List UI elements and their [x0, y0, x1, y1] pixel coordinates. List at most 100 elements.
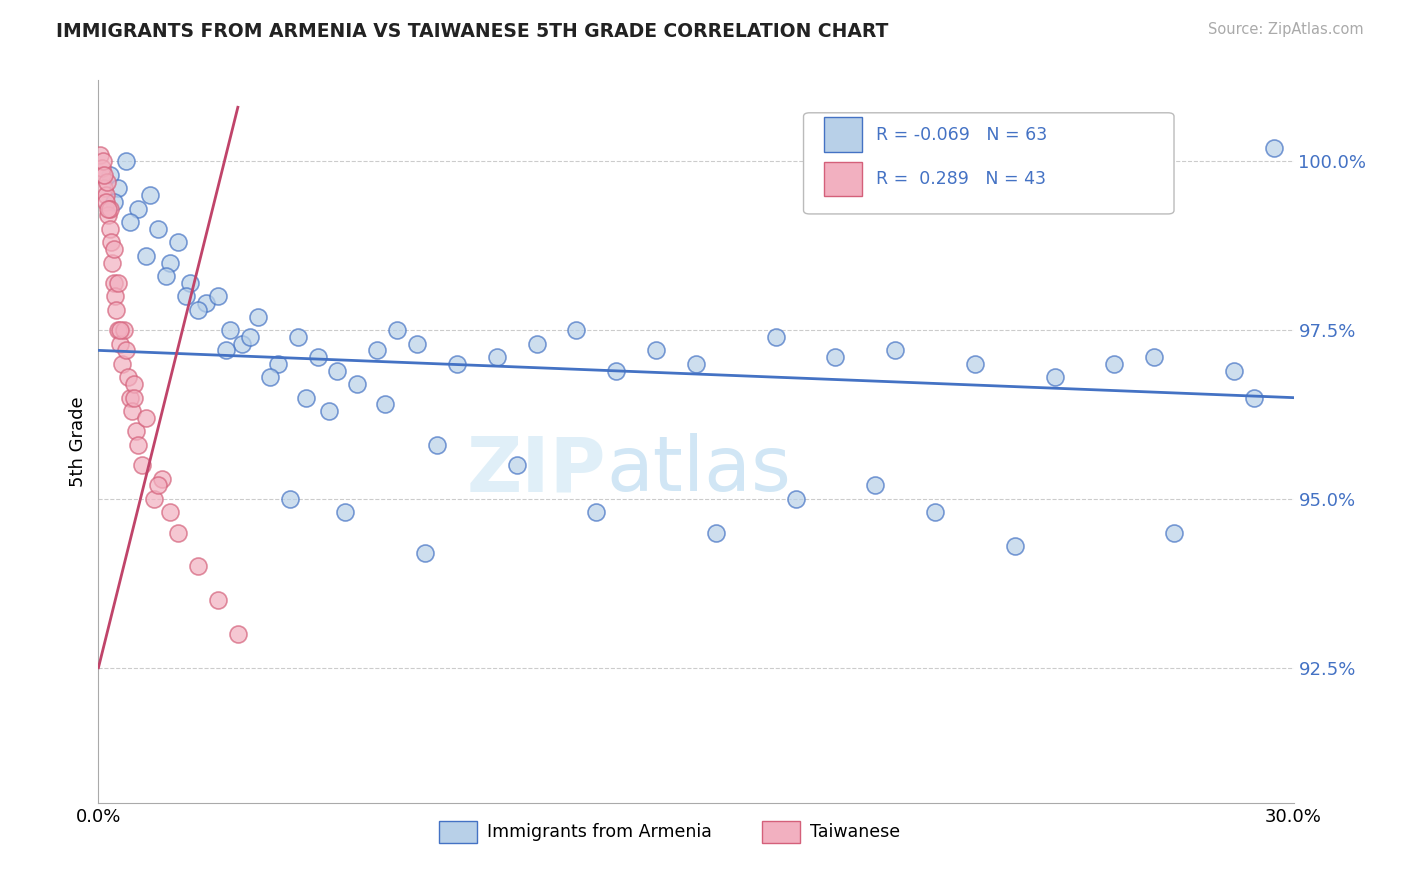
Bar: [824, 161, 862, 196]
Text: Source: ZipAtlas.com: Source: ZipAtlas.com: [1208, 22, 1364, 37]
Point: [485, 350, 508, 364]
Point: [150, 472, 173, 486]
Point: [104, 289, 127, 303]
Point: [326, 364, 349, 378]
Point: [110, 336, 132, 351]
Point: [267, 357, 290, 371]
Point: [219, 323, 242, 337]
Point: [155, 269, 177, 284]
Point: [117, 370, 139, 384]
Point: [385, 323, 409, 337]
Point: [143, 491, 166, 506]
Point: [374, 397, 396, 411]
Point: [207, 289, 229, 303]
Text: R = -0.069   N = 63: R = -0.069 N = 63: [876, 126, 1047, 144]
Point: [406, 336, 429, 351]
Point: [346, 377, 368, 392]
Point: [124, 377, 146, 392]
Point: [96, 194, 118, 209]
Point: [765, 330, 787, 344]
Point: [865, 478, 887, 492]
Point: [207, 593, 229, 607]
Point: [101, 255, 124, 269]
Point: [107, 276, 129, 290]
Point: [1143, 350, 1166, 364]
Point: [107, 323, 129, 337]
Point: [98, 222, 121, 236]
Point: [1104, 357, 1126, 371]
Point: [135, 249, 157, 263]
Point: [645, 343, 668, 358]
Point: [231, 336, 253, 351]
Point: [107, 181, 129, 195]
Point: [135, 411, 157, 425]
Point: [239, 330, 262, 344]
Point: [366, 343, 388, 358]
Point: [98, 168, 122, 182]
Point: [287, 330, 309, 344]
Point: [103, 276, 125, 290]
Point: [125, 425, 148, 439]
Point: [100, 235, 122, 250]
Point: [91, 154, 114, 169]
Point: [605, 364, 627, 378]
Point: [98, 202, 122, 216]
Point: [246, 310, 269, 324]
Point: [115, 343, 138, 358]
Point: [127, 202, 149, 216]
Point: [159, 255, 181, 269]
Point: [110, 323, 132, 337]
Point: [335, 505, 357, 519]
Text: Taiwanese: Taiwanese: [810, 822, 900, 840]
Point: [824, 350, 846, 364]
Point: [93, 181, 115, 195]
Point: [187, 302, 209, 317]
Point: [259, 370, 281, 384]
Point: [179, 276, 201, 290]
Point: [174, 289, 197, 303]
Point: [167, 525, 190, 540]
Point: [318, 404, 340, 418]
Point: [97, 202, 120, 216]
Point: [446, 357, 468, 371]
Bar: [439, 821, 477, 843]
Point: [124, 391, 146, 405]
Point: [167, 235, 190, 250]
Point: [1243, 391, 1265, 405]
Bar: [824, 118, 862, 153]
Bar: [762, 821, 800, 843]
Point: [785, 491, 807, 506]
Point: [90, 168, 112, 182]
Point: [704, 525, 727, 540]
FancyBboxPatch shape: [804, 112, 1174, 214]
Point: [96, 175, 118, 189]
Point: [526, 336, 548, 351]
Point: [93, 168, 115, 182]
Point: [89, 147, 111, 161]
Point: [103, 242, 125, 256]
Text: ZIP: ZIP: [467, 434, 606, 508]
Point: [963, 357, 986, 371]
Point: [506, 458, 529, 472]
Text: Immigrants from Armenia: Immigrants from Armenia: [486, 822, 711, 840]
Point: [924, 505, 946, 519]
Point: [103, 194, 125, 209]
Point: [565, 323, 588, 337]
Point: [105, 302, 128, 317]
Point: [91, 161, 114, 175]
Point: [585, 505, 607, 519]
Point: [307, 350, 329, 364]
Point: [159, 505, 181, 519]
Point: [215, 343, 238, 358]
Point: [111, 357, 134, 371]
Point: [1043, 370, 1066, 384]
Point: [139, 188, 162, 202]
Point: [94, 188, 117, 202]
Point: [685, 357, 707, 371]
Text: atlas: atlas: [606, 434, 792, 508]
Point: [195, 296, 218, 310]
Point: [1263, 141, 1285, 155]
Point: [278, 491, 301, 506]
Point: [884, 343, 907, 358]
Point: [1223, 364, 1246, 378]
